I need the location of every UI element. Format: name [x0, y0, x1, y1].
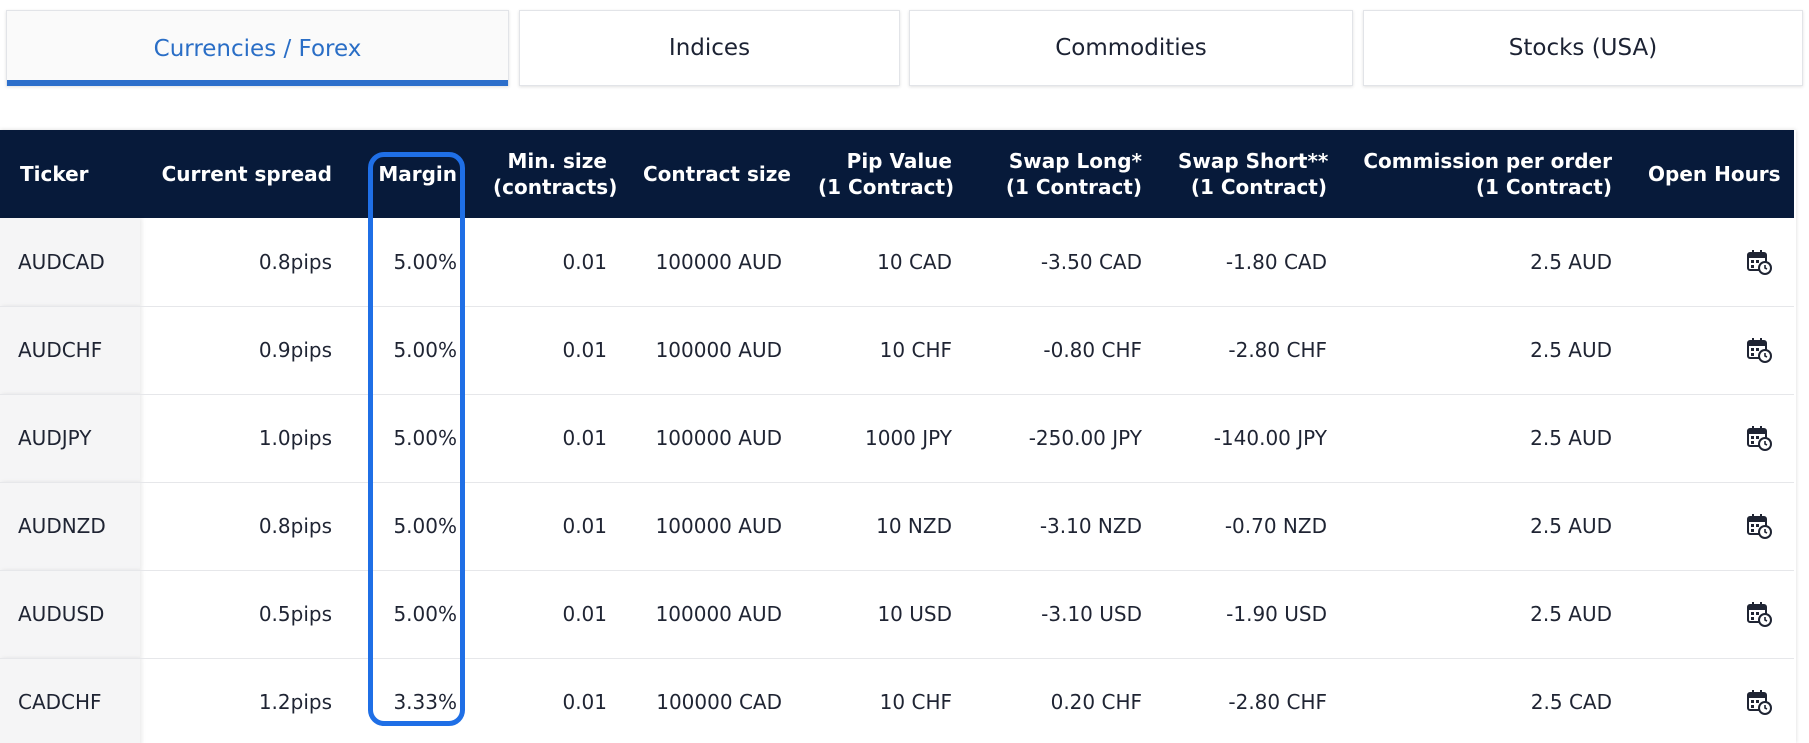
min-size-cell: 0.01: [562, 602, 607, 626]
contract-size-cell: 100000 AUD: [655, 338, 782, 362]
header-min-size: Min. size (contracts): [493, 149, 618, 199]
commission-cell: 2.5 AUD: [1530, 514, 1612, 538]
calendar-clock-icon[interactable]: [1746, 601, 1772, 628]
calendar-clock-icon[interactable]: [1746, 513, 1772, 540]
header-contract-size: Contract size: [643, 162, 791, 186]
open-hours-cell: [1630, 306, 1794, 394]
calendar-clock-icon[interactable]: [1746, 425, 1772, 452]
tab-commodities[interactable]: Commodities: [909, 10, 1353, 86]
spread-cell: 0.9pips: [258, 338, 332, 362]
margin-cell: 5.00%: [393, 426, 457, 450]
contract-size-cell: 100000 AUD: [655, 426, 782, 450]
ticker-cell: AUDNZD: [0, 482, 140, 570]
margin-cell: 5.00%: [393, 338, 457, 362]
min-size-cell: 0.01: [562, 249, 607, 274]
table-row: AUDNZD 0.8pips 5.00% 0.01 100000 AUD 10 NZD -3…: [0, 482, 1794, 570]
header-open-hours: Open Hours: [1648, 162, 1781, 186]
pip-value-cell: 10 CAD: [877, 249, 952, 274]
open-hours-cell: [1630, 658, 1794, 743]
pip-value-cell: 10 CHF: [879, 338, 952, 362]
contract-size-cell: 100000 CAD: [656, 690, 782, 714]
table-row: AUDJPY 1.0pips 5.00% 0.01 100000 AUD 1000 JPY…: [0, 394, 1794, 482]
margin-cell: 5.00%: [393, 602, 457, 626]
open-hours-cell: [1630, 394, 1794, 482]
ticker-cell: CADCHF: [0, 658, 140, 743]
commission-cell: 2.5 AUD: [1530, 338, 1612, 362]
ticker-cell: AUDCHF: [0, 306, 140, 394]
swap-short-cell: -2.80 CHF: [1228, 338, 1327, 362]
swap-long-cell: -3.50 CAD: [1040, 249, 1142, 274]
calendar-clock-icon[interactable]: [1746, 689, 1772, 716]
ticker-cell: AUDCAD: [0, 218, 140, 306]
header-pip-value: Pip Value (1 Contract): [818, 149, 955, 199]
spread-cell: 1.2pips: [258, 690, 332, 714]
spread-cell: 1.0pips: [258, 426, 332, 450]
header-ticker: Ticker: [20, 162, 89, 186]
min-size-cell: 0.01: [562, 514, 607, 538]
spread-cell: 0.5pips: [258, 602, 332, 626]
contract-size-cell: 100000 AUD: [655, 249, 782, 274]
swap-long-cell: -0.80 CHF: [1043, 338, 1142, 362]
tab-indices[interactable]: Indices: [519, 10, 900, 86]
open-hours-cell: [1630, 482, 1794, 570]
swap-long-cell: 0.20 CHF: [1050, 690, 1142, 714]
min-size-cell: 0.01: [562, 338, 607, 362]
contract-size-cell: 100000 AUD: [655, 602, 782, 626]
margin-cell: 3.33%: [393, 690, 457, 714]
min-size-cell: 0.01: [562, 690, 607, 714]
header-swap-short: Swap Short** (1 Contract): [1178, 149, 1329, 199]
commission-cell: 2.5 CAD: [1530, 690, 1612, 714]
instrument-table-container: Ticker Current spread Margin Min. size (c…: [0, 130, 1796, 743]
open-hours-cell: [1630, 218, 1794, 306]
margin-cell: 5.00%: [393, 249, 457, 274]
pip-value-cell: 10 NZD: [876, 514, 952, 538]
tab-stocks-usa[interactable]: Stocks (USA): [1363, 10, 1803, 86]
pip-value-cell: 10 CHF: [879, 690, 952, 714]
swap-short-cell: -1.90 USD: [1226, 602, 1327, 626]
commission-cell: 2.5 AUD: [1530, 602, 1612, 626]
tab-currencies-forex[interactable]: Currencies / Forex: [6, 10, 509, 86]
header-margin: Margin: [378, 162, 457, 186]
pip-value-cell: 10 USD: [877, 602, 952, 626]
pip-value-cell: 1000 JPY: [865, 426, 952, 450]
header-current-spread: Current spread: [161, 162, 332, 186]
contract-size-cell: 100000 AUD: [655, 514, 782, 538]
header-swap-long: Swap Long* (1 Contract): [1005, 149, 1142, 199]
calendar-clock-icon[interactable]: [1746, 337, 1772, 364]
spread-cell: 0.8pips: [258, 249, 332, 274]
table-row: AUDCHF 0.9pips 5.00% 0.01 100000 AUD 10 CHF -0…: [0, 306, 1794, 394]
swap-short-cell: -2.80 CHF: [1228, 690, 1327, 714]
commission-cell: 2.5 AUD: [1530, 426, 1612, 450]
instrument-table: Ticker Current spread Margin Min. size (c…: [0, 130, 1794, 743]
table-row: AUDCAD 0.8pips 5.00% 0.01 100000 AUD 10 CAD -3…: [0, 218, 1794, 306]
swap-short-cell: -1.80 CAD: [1225, 249, 1327, 274]
table-row: CADCHF 1.2pips 3.33% 0.01 100000 CAD 10 CHF 0.…: [0, 658, 1794, 743]
spread-cell: 0.8pips: [258, 514, 332, 538]
ticker-cell: AUDJPY: [0, 394, 140, 482]
min-size-cell: 0.01: [562, 426, 607, 450]
swap-long-cell: -250.00 JPY: [1028, 426, 1142, 450]
swap-short-cell: -0.70 NZD: [1224, 514, 1327, 538]
table-header-row: Ticker Current spread Margin Min. size (c…: [0, 130, 1794, 218]
header-commission: Commission per order (1 Contract): [1363, 149, 1612, 199]
swap-short-cell: -140.00 JPY: [1213, 426, 1327, 450]
margin-cell: 5.00%: [393, 514, 457, 538]
commission-cell: 2.5 AUD: [1530, 249, 1612, 274]
swap-long-cell: -3.10 USD: [1041, 602, 1142, 626]
table-row: AUDUSD 0.5pips 5.00% 0.01 100000 AUD 10 USD -3…: [0, 570, 1794, 658]
open-hours-cell: [1630, 570, 1794, 658]
calendar-clock-icon[interactable]: [1746, 249, 1772, 275]
market-tabs: Currencies / Forex Indices Commodities S…: [6, 10, 1803, 88]
swap-long-cell: -3.10 NZD: [1039, 514, 1142, 538]
ticker-cell: AUDUSD: [0, 570, 140, 658]
